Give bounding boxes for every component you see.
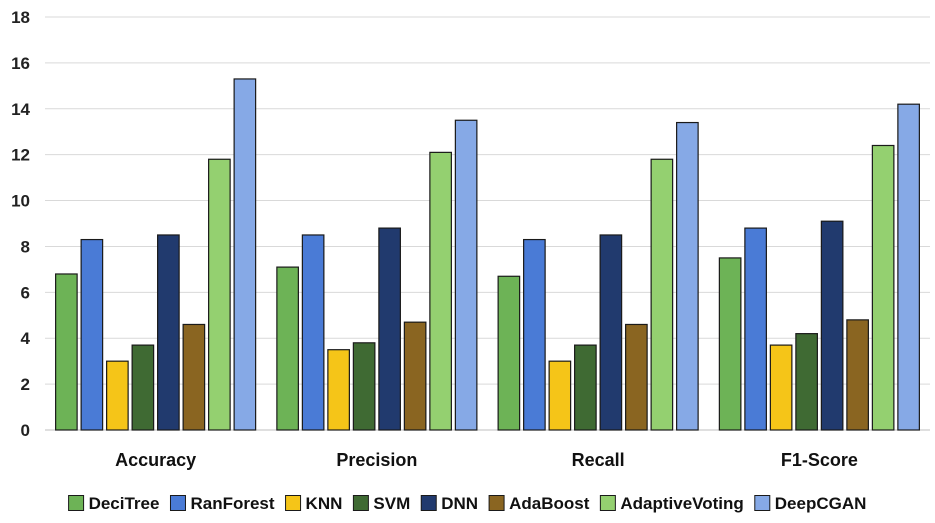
bar-adaptivevoting-recall (650, 158, 674, 431)
bar-deepcgan-f1-score (897, 103, 920, 431)
bar-dnn-f1-score (820, 220, 844, 431)
y-tick-label: 2 (21, 375, 30, 394)
legend-label: KNN (306, 494, 343, 513)
bar-dnn-recall (599, 234, 623, 431)
bar-knn-accuracy (106, 360, 129, 431)
y-tick-label: 0 (21, 421, 30, 440)
bar-deepcgan-recall (676, 121, 699, 431)
legend-swatch (68, 495, 85, 511)
bar-svm-f1-score (795, 333, 818, 431)
bar-decitree-f1-score (718, 257, 742, 431)
bar-knn-recall (548, 360, 572, 431)
legend-swatch (169, 495, 186, 511)
legend: DeciTree RanForest KNN SVM DNN AdaBoost Adapti… (68, 494, 867, 513)
legend-label: DeepCGAN (775, 494, 867, 513)
bar-ranforest-accuracy (80, 238, 104, 431)
y-tick-label: 8 (21, 237, 30, 256)
bar-ranforest-precision (301, 234, 325, 431)
legend-swatch (488, 495, 505, 511)
bar-adaptivevoting-precision (429, 151, 452, 431)
x-category-label: F1-Score (781, 450, 858, 470)
bar-adaptivevoting-accuracy (208, 158, 231, 431)
legend-label: SVM (373, 494, 410, 513)
bar-decitree-precision (276, 266, 299, 431)
bar-adaptivevoting-f1-score (871, 144, 895, 431)
bars (55, 78, 920, 431)
bar-adaboost-accuracy (182, 323, 206, 431)
bar-ranforest-f1-score (744, 227, 767, 431)
y-tick-label: 16 (11, 54, 30, 73)
bar-dnn-precision (378, 227, 401, 431)
bar-svm-precision (352, 342, 376, 431)
bar-deepcgan-accuracy (233, 78, 257, 431)
x-axis-categories: Accuracy Precision Recall F1-Score (115, 450, 858, 470)
bar-decitree-accuracy (55, 273, 78, 431)
y-tick-label: 4 (21, 329, 31, 348)
x-category-label: Precision (336, 450, 417, 470)
bar-ranforest-recall (523, 238, 546, 431)
x-category-label: Recall (572, 450, 625, 470)
bar-adaboost-precision (403, 321, 427, 431)
y-tick-label: 14 (11, 100, 30, 119)
y-tick-label: 10 (11, 192, 30, 211)
legend-label: RanForest (190, 494, 274, 513)
y-tick-label: 18 (11, 8, 30, 27)
legend-swatch (599, 495, 616, 511)
y-tick-label: 6 (21, 283, 30, 302)
y-axis-ticks: 0 2 4 6 8 10 12 14 16 18 (11, 8, 30, 440)
legend-swatch (754, 495, 771, 511)
bar-svm-accuracy (131, 344, 155, 431)
bar-deepcgan-precision (454, 119, 478, 431)
legend-swatch (420, 495, 437, 511)
y-tick-label: 12 (11, 146, 30, 165)
x-category-label: Accuracy (115, 450, 196, 470)
bar-adaboost-recall (625, 323, 648, 431)
bar-svm-recall (574, 344, 597, 431)
legend-swatch (352, 495, 369, 511)
legend-label: DNN (441, 494, 478, 513)
bar-decitree-recall (497, 275, 521, 431)
legend-label: AdaBoost (509, 494, 590, 513)
legend-swatch (285, 495, 302, 511)
legend-label: AdaptiveVoting (620, 494, 743, 513)
bar-adaboost-f1-score (846, 319, 869, 431)
bar-knn-precision (327, 349, 350, 431)
bar-dnn-accuracy (157, 234, 180, 431)
bar-knn-f1-score (769, 344, 793, 431)
legend-label: DeciTree (89, 494, 160, 513)
